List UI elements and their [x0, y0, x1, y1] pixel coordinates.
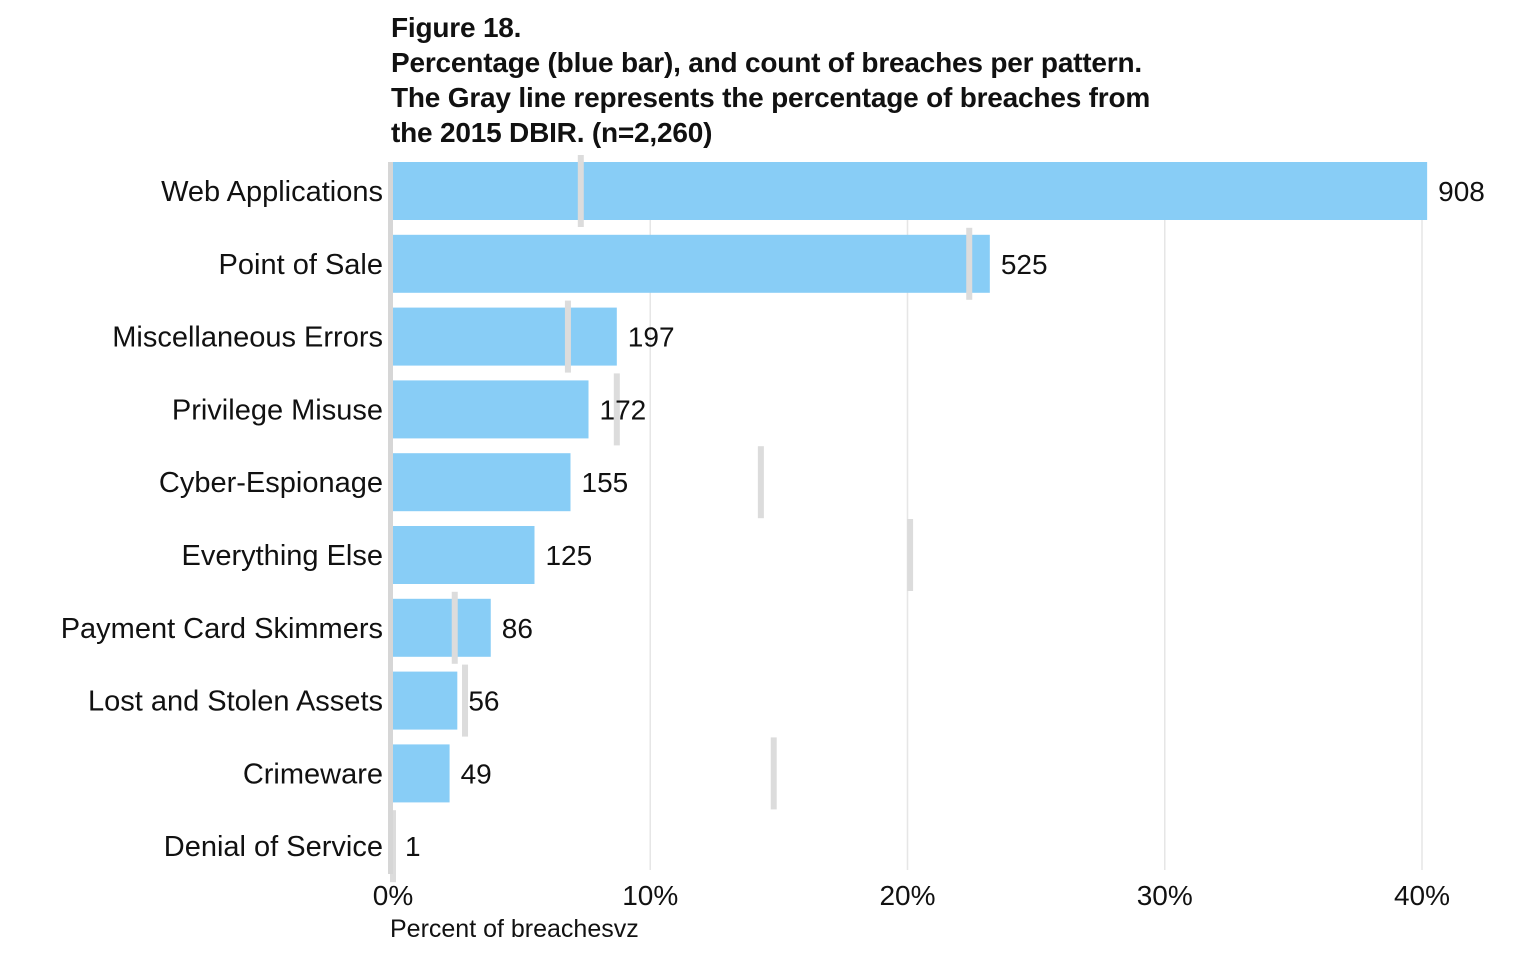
bar	[393, 453, 571, 512]
value-label: 155	[582, 467, 629, 498]
x-tick-label: 20%	[879, 880, 935, 911]
value-label: 908	[1438, 176, 1485, 207]
bars	[393, 162, 1428, 876]
category-label: Web Applications	[161, 176, 383, 208]
category-label: Payment Card Skimmers	[61, 613, 383, 645]
category-label: Cyber-Espionage	[159, 467, 383, 499]
category-label: Privilege Misuse	[172, 394, 383, 426]
value-label: 56	[468, 686, 499, 717]
category-labels: Web Applications Point of Sale Miscellaneo…	[61, 176, 383, 863]
title-line-2: The Gray line represents the percentage …	[391, 82, 1151, 113]
value-label: 49	[461, 758, 492, 789]
x-tick-label: 0%	[373, 880, 413, 911]
x-tick-label: 30%	[1137, 880, 1193, 911]
category-label: Crimeware	[243, 758, 383, 790]
value-label: 125	[545, 540, 592, 571]
bar	[393, 526, 535, 584]
value-labels: 908 525 197 172 155 125 86 56 49 1	[405, 176, 1485, 862]
value-label: 86	[502, 613, 533, 644]
bar	[393, 307, 617, 366]
prior-year-marker	[757, 446, 764, 519]
prior-year-marker	[462, 664, 469, 737]
category-label: Point of Sale	[219, 249, 383, 281]
figure-label: Figure 18.	[391, 12, 522, 43]
title-line-1: Percentage (blue bar), and count of brea…	[391, 47, 1142, 78]
bar	[393, 234, 990, 293]
x-axis-title: Percent of breachesvz	[390, 915, 639, 943]
category-label: Denial of Service	[164, 831, 383, 863]
value-label: 197	[628, 322, 675, 353]
x-tick-label: 40%	[1394, 880, 1450, 911]
zero-baseline	[388, 162, 393, 874]
baseline	[388, 162, 393, 874]
bar	[393, 380, 589, 439]
prior-year-marker	[966, 227, 973, 300]
prior-year-marker	[577, 155, 584, 227]
prior-year-marker	[770, 737, 777, 810]
bar	[393, 744, 450, 803]
title-line-3: the 2015 DBIR. (n=2,260)	[391, 117, 713, 148]
value-label: 172	[600, 394, 647, 425]
category-label: Miscellaneous Errors	[112, 322, 383, 354]
prior-year-marker	[564, 300, 571, 373]
x-tick-label: 10%	[622, 880, 678, 911]
prior-year-marker	[451, 591, 458, 664]
value-label: 1	[405, 831, 421, 862]
category-label: Lost and Stolen Assets	[88, 686, 383, 718]
x-axis-ticks: 0% 10% 20% 30% 40%	[373, 880, 1450, 911]
value-label: 525	[1001, 249, 1048, 280]
category-label: Everything Else	[182, 540, 384, 572]
bar	[393, 598, 491, 657]
prior-year-marker	[907, 519, 914, 591]
chart-title: Figure 18. Percentage (blue bar), and co…	[391, 10, 1391, 150]
bar	[393, 162, 1428, 220]
prior-year-marker	[613, 373, 620, 446]
bar	[393, 671, 458, 730]
